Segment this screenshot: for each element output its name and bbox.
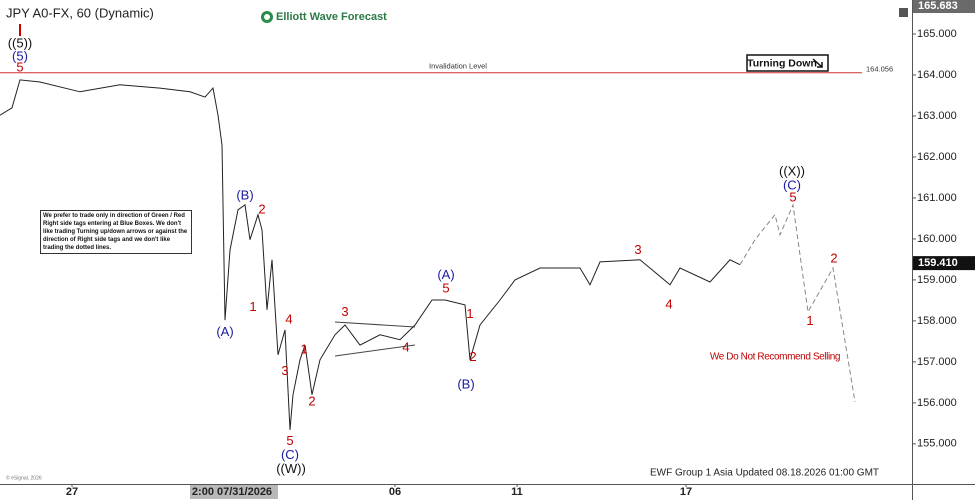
copyright: © eSignal, 2026 xyxy=(6,474,42,481)
y-tick-label: 156.000 xyxy=(917,397,957,409)
wave-label: We Do Not Recommend Selling xyxy=(710,352,840,363)
wave-label: (B) xyxy=(457,376,474,391)
wave-label: 1 xyxy=(300,341,307,356)
y-tick-label: 159.000 xyxy=(917,274,957,286)
invalidation-label: Invalidation Level xyxy=(429,62,487,71)
wave-label: 5 xyxy=(789,189,796,204)
brand-logo-inner xyxy=(264,14,270,20)
wave-label: (A) xyxy=(437,267,454,282)
wave-label: 4 xyxy=(285,312,292,327)
wave-label: (C) xyxy=(783,177,801,192)
wave-label: 4 xyxy=(665,296,672,311)
wave-label: ((5)) xyxy=(8,35,33,50)
pattern-line xyxy=(334,321,416,328)
x-tick-highlight xyxy=(190,485,278,499)
y-tick-label: 158.000 xyxy=(917,315,957,327)
tag-arrow xyxy=(812,58,823,68)
wave-label: 5 xyxy=(286,433,293,448)
wave-label: ((W)) xyxy=(276,461,306,476)
wave-label: (C) xyxy=(281,447,299,462)
wave-label: 2 xyxy=(469,349,476,364)
wave-label: 5 xyxy=(442,280,449,295)
x-tick-label: 17 xyxy=(680,486,692,498)
tag-label: Turning Down xyxy=(747,57,817,69)
wave-label: 3 xyxy=(281,363,288,378)
x-tick-label: 27 xyxy=(66,486,78,498)
wave-label: 3 xyxy=(634,242,641,257)
y-tick-label: 161.000 xyxy=(917,192,957,204)
y-tick-label: 155.000 xyxy=(917,438,957,450)
wave-label: 2 xyxy=(258,201,265,216)
invalidation-value: 164.056 xyxy=(866,65,893,74)
brand-name: Elliott Wave Forecast xyxy=(276,11,387,23)
panel-button[interactable] xyxy=(899,8,908,17)
x-tick-label: 11 xyxy=(511,486,523,498)
y-tick-label: 160.000 xyxy=(917,233,957,245)
projection-line xyxy=(739,203,856,403)
last-price-label-box xyxy=(913,256,975,271)
wave-label: (B) xyxy=(236,187,253,202)
wave-label: (5) xyxy=(12,48,28,63)
wave-label: 1 xyxy=(806,313,813,328)
y-tick-label: 165.000 xyxy=(917,28,957,40)
y-tick-label: 157.000 xyxy=(917,356,957,368)
trading-note: We prefer to trade only in direction of … xyxy=(40,210,192,254)
wave-label: 1 xyxy=(249,299,256,314)
high-price-label-box xyxy=(913,0,975,14)
pattern-line xyxy=(334,344,416,357)
wave-label: 4 xyxy=(402,339,409,354)
wave-label: ((X)) xyxy=(779,164,805,179)
price-line xyxy=(0,79,741,430)
wave-label: 2 xyxy=(308,393,315,408)
footer: EWF Group 1 Asia Updated 08.18.2026 01:0… xyxy=(650,468,879,479)
y-tick-label: 163.000 xyxy=(917,110,957,122)
x-tick-label: 06 xyxy=(389,486,401,498)
tag-box xyxy=(746,54,829,72)
x-tick-label: 2:00 07/31/2026 xyxy=(192,486,272,498)
wave-label: 5 xyxy=(16,59,23,74)
high-price-label: 165.683 xyxy=(918,0,958,12)
chart-title: JPY A0-FX, 60 (Dynamic) xyxy=(6,5,154,20)
last-price-label: 159.410 xyxy=(918,257,958,269)
y-tick-label: 162.000 xyxy=(917,151,957,163)
wave-label: (A) xyxy=(216,324,233,339)
wave-label: 2 xyxy=(830,250,837,265)
wave-label: 1 xyxy=(466,306,473,321)
y-tick-label: 164.000 xyxy=(917,69,957,81)
wave-label: 3 xyxy=(341,304,348,319)
